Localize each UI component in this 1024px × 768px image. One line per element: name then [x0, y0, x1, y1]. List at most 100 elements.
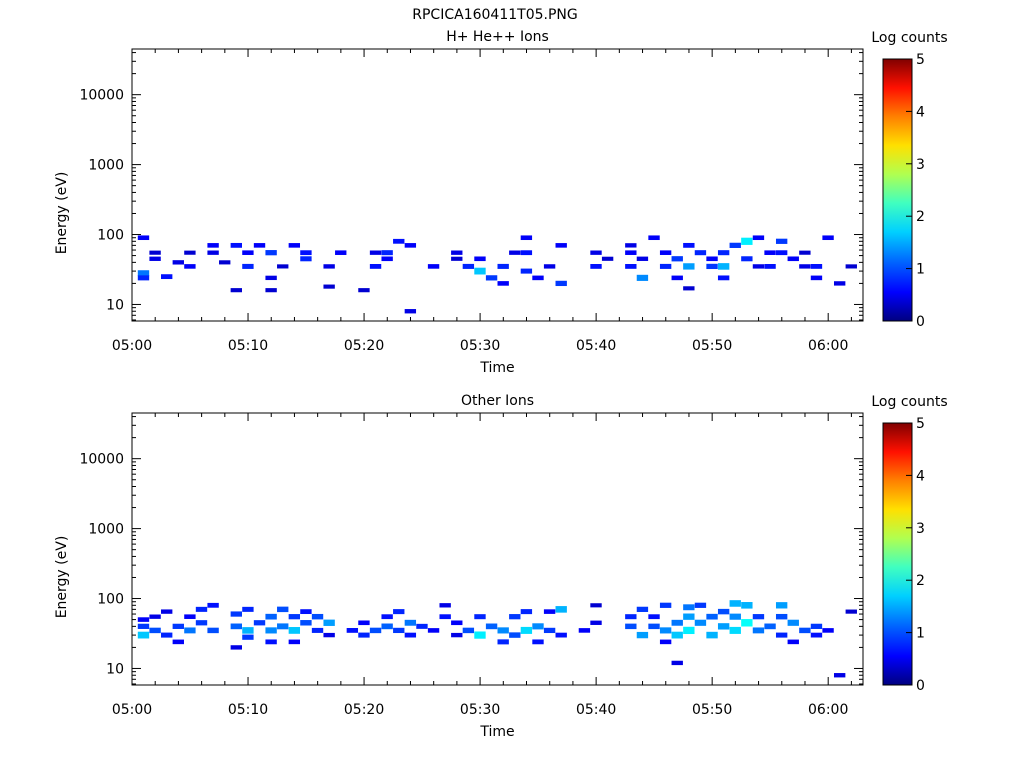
- spectrogram-cell: [265, 627, 277, 634]
- spectrogram-cell: [184, 250, 196, 255]
- spectrogram-cell: [717, 263, 730, 270]
- spectrogram-cell: [265, 613, 277, 620]
- spectrogram-cell: [230, 623, 242, 630]
- figure-title: RPCICA160411T05.PNG: [412, 7, 577, 23]
- spectrogram-cell: [648, 235, 660, 241]
- colorbar: 0 1 2 3 4 5: [882, 52, 925, 330]
- spectrogram-cell: [659, 602, 672, 608]
- spectrogram-cell: [137, 235, 150, 241]
- spectrogram-cell: [404, 619, 417, 626]
- x-tick-label: 05:50: [692, 702, 732, 718]
- spectrogram-cell: [346, 628, 359, 633]
- x-axis: 05:00 05:10 05:20 05:30 05:40 05:50 06:00: [112, 49, 852, 354]
- spectrogram-cell: [172, 639, 184, 645]
- spectrogram-cell: [706, 631, 718, 639]
- spectrogram-cell: [311, 613, 324, 620]
- spectrogram-cell: [462, 627, 475, 634]
- spectrogram-cell: [520, 250, 533, 256]
- x-tick-label: 05:20: [344, 702, 384, 718]
- spectrogram-cell: [822, 235, 834, 241]
- spectrogram-cell: [242, 263, 254, 269]
- spectrogram-cell: [369, 264, 382, 269]
- spectrogram-cell: [404, 632, 417, 638]
- spectrogram-cell: [149, 614, 161, 619]
- spectrogram-cell: [659, 639, 672, 645]
- spectrogram-cell: [161, 609, 173, 614]
- spectrogram-cell: [265, 639, 277, 645]
- spectrogram-cell: [532, 275, 544, 281]
- spectrogram-cell: [230, 288, 242, 293]
- spectrogram-cell: [427, 264, 440, 269]
- spectrogram-cell: [543, 609, 556, 614]
- y-axis-label: Energy (eV): [54, 536, 70, 619]
- spectrogram-cell: [845, 609, 857, 614]
- spectrogram-cell: [717, 250, 730, 256]
- spectrogram-cell: [184, 614, 196, 619]
- spectrogram-cell: [520, 268, 533, 274]
- y-axis-label: Energy (eV): [54, 172, 70, 255]
- spectrogram-cell: [636, 256, 649, 261]
- colorbar-tick-label: 3: [916, 157, 925, 173]
- spectrogram-cell: [230, 645, 242, 650]
- spectrogram-cell: [253, 620, 266, 626]
- spectrogram-cell: [752, 627, 765, 634]
- spectrogram-cell: [810, 275, 823, 281]
- spectrogram-cell: [833, 281, 846, 286]
- spectrogram-cell: [207, 627, 219, 634]
- spectrogram-cell: [137, 631, 150, 639]
- spectrogram-cell: [601, 256, 614, 261]
- spectrogram-cell: [543, 264, 556, 269]
- spectrogram-cell: [277, 623, 289, 630]
- spectrogram-cell: [810, 632, 823, 638]
- spectrogram-cell: [636, 274, 649, 281]
- spectrogram-cell: [741, 619, 753, 627]
- spectrogram-cell: [323, 632, 335, 638]
- spectrogram-cell: [277, 606, 289, 613]
- spectrogram-cell: [764, 264, 776, 269]
- y-tick-label: 1000: [88, 522, 124, 538]
- colorbar-label: Log counts: [871, 394, 947, 410]
- spectrogram-cell: [659, 627, 672, 634]
- spectrogram-cell: [659, 263, 672, 269]
- spectrogram-cell: [253, 243, 266, 248]
- spectrogram-cell: [671, 619, 683, 626]
- colorbar-tick-label: 5: [916, 52, 925, 68]
- plot-area: [131, 48, 864, 322]
- spectrogram-cell: [775, 250, 788, 256]
- spectrogram-cell: [451, 256, 463, 261]
- spectrogram-cell: [335, 250, 347, 255]
- spectrogram-cell: [497, 639, 509, 645]
- spectrogram-cell: [323, 619, 335, 626]
- spectrogram-cell: [184, 627, 196, 634]
- spectrogram-cell: [393, 609, 405, 615]
- spectrogram-cell: [161, 274, 173, 280]
- x-axis-label: Time: [479, 724, 514, 740]
- spectrogram-cell: [393, 627, 405, 634]
- spectrogram-cell: [195, 606, 208, 612]
- spectrogram-cell: [358, 632, 370, 638]
- spectrogram-cell: [694, 619, 707, 626]
- spectrogram-cell: [787, 619, 799, 626]
- x-axis: 05:00 05:10 05:20 05:30 05:40 05:50 06:00: [112, 413, 852, 718]
- spectrogram-cell: [694, 250, 707, 256]
- spectrogram-cell: [404, 243, 417, 248]
- plot-frame: [131, 412, 864, 686]
- x-axis-label: Time: [479, 360, 514, 376]
- spectrogram-cell: [207, 243, 219, 248]
- spectrogram-cell: [242, 606, 254, 612]
- spectrogram-cell: [497, 263, 509, 269]
- spectrogram-cell: [717, 275, 730, 281]
- spectrogram-cell: [381, 623, 393, 630]
- colorbar-tick-label: 1: [916, 262, 925, 278]
- spectrogram-cell: [520, 626, 533, 634]
- x-tick-label: 06:00: [808, 702, 848, 718]
- spectrogram-cell: [311, 627, 324, 633]
- spectrogram-cell: [172, 260, 184, 265]
- spectrogram-cell: [520, 235, 533, 241]
- x-tick-label: 05:40: [576, 702, 616, 718]
- colorbar-tick-label: 1: [916, 626, 925, 642]
- spectrogram-cell: [381, 614, 393, 620]
- spectrogram-cell: [497, 281, 509, 286]
- spectrogram-cell: [729, 600, 741, 607]
- x-tick-label: 05:20: [344, 338, 384, 354]
